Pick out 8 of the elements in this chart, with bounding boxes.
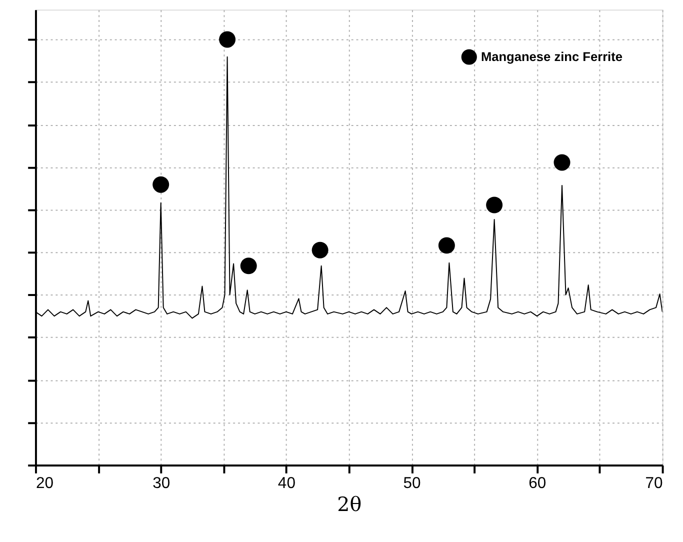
- x-tick-label: 30: [152, 475, 170, 492]
- x-tick-label: 60: [528, 475, 546, 492]
- x-tick-label: 20: [36, 475, 54, 492]
- legend-label: Manganese zinc Ferrite: [480, 48, 622, 64]
- x-tick-label: 40: [278, 475, 296, 492]
- x-axis-title: 2θ: [337, 492, 362, 516]
- x-tick-label: 50: [403, 475, 422, 492]
- x-tick-label: 70: [645, 475, 664, 492]
